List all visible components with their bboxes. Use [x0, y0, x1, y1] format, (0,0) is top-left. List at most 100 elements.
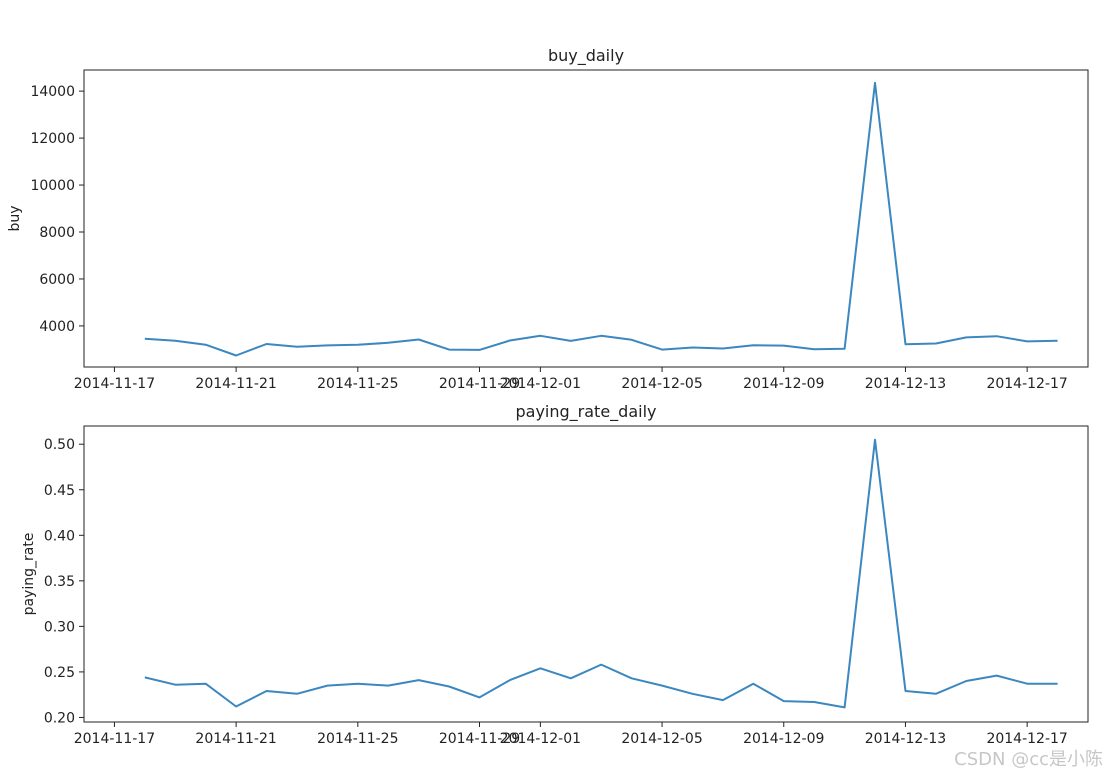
- data-point: [478, 696, 480, 698]
- y-tick-label: 0.25: [44, 665, 75, 681]
- data-point: [570, 677, 572, 679]
- data-point: [783, 344, 785, 346]
- data-point: [813, 348, 815, 350]
- data-point: [357, 343, 359, 345]
- data-point: [387, 342, 389, 344]
- data-point: [965, 680, 967, 682]
- y-tick-label: 0.30: [44, 619, 75, 635]
- data-point: [935, 342, 937, 344]
- y-tick-label: 14000: [30, 84, 75, 100]
- x-tick-label: 2014-11-25: [317, 731, 398, 747]
- y-tick-label: 0.35: [44, 574, 75, 590]
- data-point: [691, 346, 693, 348]
- data-point: [448, 348, 450, 350]
- x-tick-label: 2014-12-09: [743, 376, 824, 392]
- x-tick-label: 2014-12-13: [865, 376, 946, 392]
- data-point: [1026, 683, 1028, 685]
- data-point: [965, 336, 967, 338]
- data-point: [935, 693, 937, 695]
- data-point: [448, 685, 450, 687]
- subplot-2: paying_rate_daily paying_rate 0.20 0.25 0.30…: [21, 402, 1089, 747]
- data-point: [326, 344, 328, 346]
- data-point: [691, 693, 693, 695]
- x-tick-label: 2014-11-29: [439, 376, 520, 392]
- x-tick-label: 2014-12-17: [986, 376, 1067, 392]
- data-point: [539, 667, 541, 669]
- x-tick-label: 2014-12-01: [500, 731, 581, 747]
- x-tick-label: 2014-12-17: [986, 731, 1067, 747]
- data-point: [265, 343, 267, 345]
- y-tick-label: 8000: [39, 225, 75, 241]
- y-tick-label: 4000: [39, 319, 75, 335]
- y-tick-label: 0.50: [44, 437, 75, 453]
- y-tick-label: 12000: [30, 131, 75, 147]
- data-point: [996, 335, 998, 337]
- data-point: [843, 706, 845, 708]
- data-point: [661, 348, 663, 350]
- x-tick-label: 2014-11-25: [317, 376, 398, 392]
- watermark: CSDN @cc是小陈: [954, 749, 1103, 770]
- data-point: [843, 347, 845, 349]
- data-point: [1056, 683, 1058, 685]
- data-point: [296, 693, 298, 695]
- data-point: [509, 339, 511, 341]
- data-point: [630, 339, 632, 341]
- series-line: [144, 81, 1058, 357]
- data-point: [204, 343, 206, 345]
- data-point: [904, 343, 906, 345]
- data-point: [478, 349, 480, 351]
- y-tick-label: 10000: [30, 178, 75, 194]
- data-point: [752, 344, 754, 346]
- data-point: [235, 354, 237, 356]
- data-point: [752, 683, 754, 685]
- x-tick-label: 2014-12-13: [865, 731, 946, 747]
- data-point: [813, 701, 815, 703]
- data-point: [509, 679, 511, 681]
- data-point: [1026, 340, 1028, 342]
- data-point: [1056, 340, 1058, 342]
- data-point: [600, 335, 602, 337]
- data-point: [874, 82, 876, 84]
- series-line: [144, 438, 1058, 709]
- data-point: [783, 700, 785, 702]
- x-tick-label: 2014-11-21: [195, 731, 276, 747]
- y-tick-label: 6000: [39, 272, 75, 288]
- data-point: [539, 335, 541, 337]
- data-point: [630, 677, 632, 679]
- data-point: [144, 676, 146, 678]
- data-point: [235, 705, 237, 707]
- data-point: [204, 683, 206, 685]
- x-tick-label: 2014-11-17: [74, 376, 155, 392]
- data-point: [174, 340, 176, 342]
- x-tick-label: 2014-11-17: [74, 731, 155, 747]
- data-point: [417, 679, 419, 681]
- data-point: [570, 340, 572, 342]
- x-tick-label: 2014-12-05: [621, 731, 702, 747]
- data-point: [417, 338, 419, 340]
- data-point: [296, 346, 298, 348]
- data-point: [904, 690, 906, 692]
- data-point: [722, 699, 724, 701]
- data-point: [600, 663, 602, 665]
- x-tick-label: 2014-12-05: [621, 376, 702, 392]
- data-point: [174, 683, 176, 685]
- x-tick-label: 2014-11-29: [439, 731, 520, 747]
- data-point: [326, 684, 328, 686]
- y-axis-label: paying_rate: [21, 533, 37, 616]
- plot-frame: [83, 425, 1089, 723]
- data-point: [661, 684, 663, 686]
- y-tick-label: 0.20: [44, 710, 75, 726]
- data-point: [996, 674, 998, 676]
- data-point: [874, 438, 876, 440]
- x-tick-label: 2014-11-21: [195, 376, 276, 392]
- data-point: [144, 338, 146, 340]
- x-tick-label: 2014-12-09: [743, 731, 824, 747]
- chart-title: buy_daily: [548, 46, 624, 66]
- y-tick-label: 0.40: [44, 528, 75, 544]
- chart-title: paying_rate_daily: [516, 402, 657, 422]
- data-point: [387, 684, 389, 686]
- data-point: [722, 347, 724, 349]
- data-point: [357, 683, 359, 685]
